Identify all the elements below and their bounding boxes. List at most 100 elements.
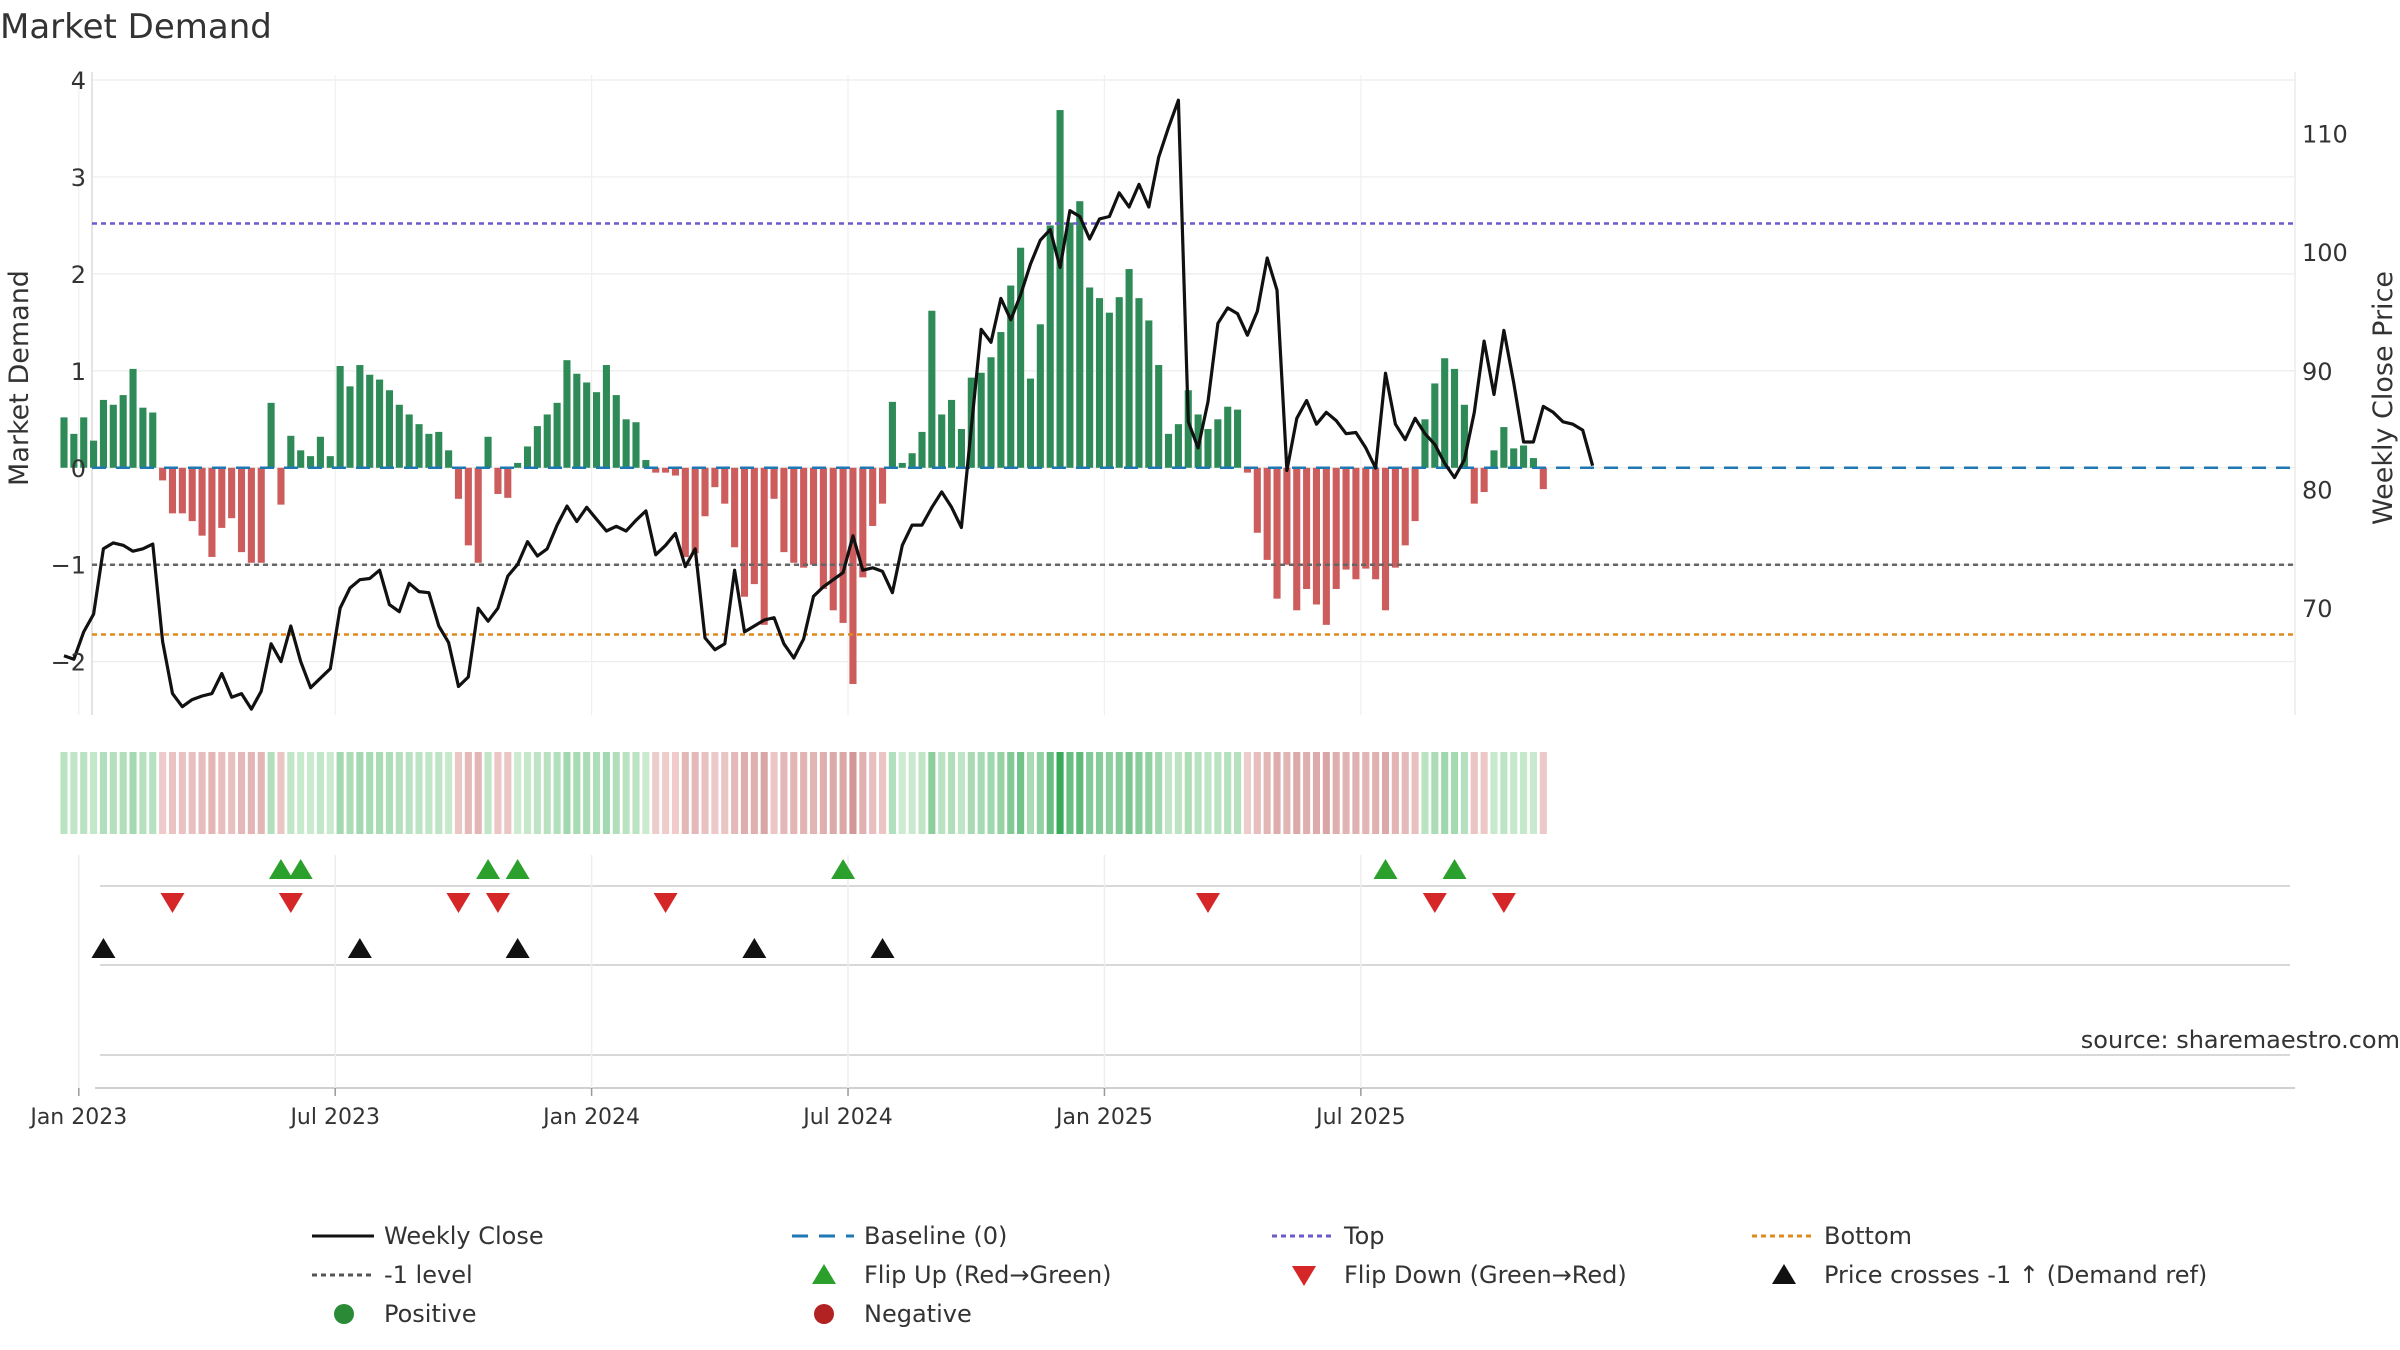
heat-cell — [1450, 752, 1459, 834]
demand-bar-negative — [277, 467, 285, 505]
heat-cell — [1421, 752, 1429, 834]
demand-bar-negative — [1283, 467, 1291, 565]
demand-bar-positive — [1224, 406, 1232, 468]
heat-cell — [178, 752, 186, 834]
price-cross-marker — [91, 938, 116, 958]
heat-cell — [1036, 752, 1044, 834]
demand-bar-negative — [504, 467, 512, 498]
demand-bar-positive — [514, 462, 522, 468]
demand-bar-positive — [1520, 445, 1528, 468]
demand-bar-negative — [1391, 467, 1399, 568]
heat-cell — [1520, 752, 1528, 834]
legend-label: Baseline (0) — [864, 1222, 1007, 1250]
demand-bar-negative — [464, 467, 472, 546]
x-tick-label: Jul 2024 — [801, 1105, 893, 1130]
legend-swatch-triangle-up — [812, 1264, 836, 1284]
heat-cell — [474, 752, 482, 834]
heat-cell — [573, 752, 581, 834]
right-y-tick-label: 70 — [2302, 595, 2333, 623]
heat-cell — [652, 752, 660, 834]
heat-cell — [839, 752, 847, 834]
flip-up-marker — [831, 859, 856, 879]
chart-title: Market Demand — [0, 7, 272, 47]
heat-cell — [1066, 752, 1074, 834]
demand-bar-negative — [474, 467, 482, 563]
heat-cell — [563, 752, 571, 834]
demand-bar-positive — [1214, 419, 1222, 468]
heat-cell — [918, 752, 926, 834]
demand-bar-negative — [494, 467, 502, 494]
demand-bar-negative — [198, 467, 206, 536]
demand-bar-positive — [1421, 419, 1429, 468]
price-cross-marker — [870, 938, 895, 958]
demand-bar-positive — [109, 404, 117, 468]
heat-cell — [1135, 752, 1143, 834]
demand-bar-negative — [1312, 467, 1321, 605]
heat-cell — [849, 752, 857, 834]
demand-bar-negative — [208, 467, 216, 557]
heat-cell — [938, 752, 946, 834]
heat-cell — [859, 752, 867, 834]
heat-cell — [681, 752, 689, 834]
left-y-tick-label: 1 — [71, 358, 86, 386]
demand-bar-positive — [425, 433, 433, 468]
demand-bar-negative — [1273, 467, 1281, 599]
heat-cell — [1194, 752, 1202, 834]
demand-bar-positive — [602, 365, 610, 468]
demand-bar-positive — [1007, 285, 1015, 468]
demand-bar-positive — [395, 404, 403, 468]
heat-cell — [711, 752, 719, 834]
left-axis-label: Market Demand — [4, 270, 35, 486]
heat-cell — [99, 752, 107, 834]
heat-cell — [119, 752, 127, 834]
heat-cell — [218, 752, 226, 834]
demand-bar-positive — [149, 412, 157, 468]
heat-cell — [415, 752, 423, 834]
heat-cell — [1342, 752, 1350, 834]
heat-cell — [356, 752, 364, 834]
demand-bar-positive — [1164, 433, 1173, 468]
demand-bar-positive — [1431, 383, 1439, 468]
x-tick-label: Jan 2023 — [28, 1105, 127, 1130]
demand-bar-positive — [592, 392, 601, 468]
demand-bar-positive — [90, 440, 98, 468]
demand-bar-negative — [228, 467, 236, 519]
heat-cell — [602, 752, 610, 834]
left-y-tick-label: −2 — [51, 649, 86, 677]
demand-bar-negative — [1263, 467, 1271, 560]
heat-cell — [385, 752, 393, 834]
demand-bar-positive — [346, 386, 354, 468]
demand-bar-positive — [129, 368, 137, 468]
heat-cell — [326, 752, 334, 834]
demand-bar-negative — [800, 467, 808, 568]
heat-cell — [1046, 752, 1054, 834]
heat-cell — [1145, 752, 1153, 834]
heat-cell — [346, 752, 354, 834]
demand-bar-positive — [938, 414, 946, 468]
demand-bar-negative — [740, 467, 749, 597]
heat-cell — [790, 752, 798, 834]
demand-bar-positive — [1490, 450, 1498, 468]
left-y-tick-label: 4 — [71, 67, 86, 95]
heat-cell — [228, 752, 236, 834]
heat-cell — [760, 752, 768, 834]
heat-cell — [740, 752, 749, 834]
heat-cell — [1086, 752, 1094, 834]
heat-cell — [908, 752, 916, 834]
demand-bar-negative — [1293, 467, 1301, 611]
heat-cell — [287, 752, 295, 834]
heat-cell — [395, 752, 403, 834]
demand-bar-positive — [928, 310, 936, 468]
heat-cell — [435, 752, 443, 834]
demand-bar-negative — [849, 467, 857, 684]
demand-bar-positive — [484, 436, 492, 468]
heat-cell — [237, 752, 246, 834]
demand-bar-positive — [1155, 365, 1163, 468]
demand-bar-positive — [1066, 222, 1074, 468]
price-cross-marker — [742, 938, 767, 958]
demand-bar-positive — [1105, 312, 1113, 468]
heat-cell — [1174, 752, 1182, 834]
demand-bar-positive — [543, 414, 551, 468]
heat-cell — [60, 752, 68, 834]
x-tick-label: Jul 2025 — [1314, 1105, 1406, 1130]
